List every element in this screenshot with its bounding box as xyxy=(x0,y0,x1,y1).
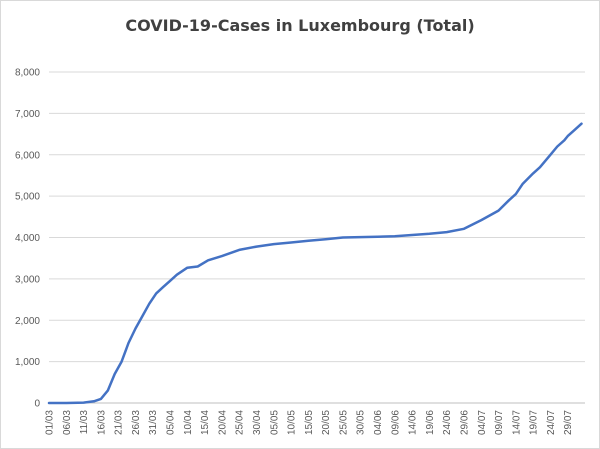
y-tick-label: 2,000 xyxy=(15,316,40,327)
x-tick-label: 04/07 xyxy=(477,410,488,435)
x-tick-label: 30/04 xyxy=(252,410,263,435)
x-tick-label: 24/07 xyxy=(546,410,557,435)
x-tick-label: 24/06 xyxy=(442,410,453,435)
x-tick-label: 25/04 xyxy=(235,410,246,435)
y-tick-label: 5,000 xyxy=(15,192,40,203)
x-tick-label: 19/06 xyxy=(425,410,436,435)
x-tick-label: 19/07 xyxy=(529,410,540,435)
x-tick-label: 15/05 xyxy=(304,410,315,435)
series-line-total-cases xyxy=(47,122,583,405)
x-tick-label: 31/03 xyxy=(148,410,159,435)
x-tick-label: 30/05 xyxy=(356,410,367,435)
chart-title: COVID-19-Cases in Luxembourg (Total) xyxy=(125,16,475,35)
x-tick-label: 04/06 xyxy=(373,410,384,435)
x-tick-label: 16/03 xyxy=(96,410,107,435)
x-tick-label: 15/04 xyxy=(200,410,211,435)
x-tick-label: 29/06 xyxy=(460,410,471,435)
y-tick-label: 6,000 xyxy=(15,150,40,161)
y-tick-label: 0 xyxy=(34,399,40,410)
x-tick-label: 20/05 xyxy=(321,410,332,435)
y-tick-label: 7,000 xyxy=(15,109,40,120)
x-tick-label: 25/05 xyxy=(338,410,349,435)
y-tick-label: 8,000 xyxy=(15,68,40,79)
x-tick-label: 29/07 xyxy=(563,410,574,435)
x-tick-label: 06/03 xyxy=(62,410,73,435)
x-tick-label: 20/04 xyxy=(217,410,228,435)
x-tick-label: 14/07 xyxy=(511,410,522,435)
y-tick-label: 3,000 xyxy=(15,274,40,285)
x-tick-label: 26/03 xyxy=(131,410,142,435)
x-tick-label: 01/03 xyxy=(45,410,56,435)
x-tick-label: 09/07 xyxy=(494,410,505,435)
y-tick-label: 4,000 xyxy=(15,233,40,244)
x-tick-label: 09/06 xyxy=(390,410,401,435)
x-tick-label: 05/04 xyxy=(166,410,177,435)
x-tick-label: 10/04 xyxy=(183,410,194,435)
x-tick-label: 05/05 xyxy=(269,410,280,435)
x-tick-label: 14/06 xyxy=(408,410,419,435)
x-tick-label: 10/05 xyxy=(287,410,298,435)
y-tick-label: 1,000 xyxy=(15,357,40,368)
x-tick-label: 11/03 xyxy=(79,410,90,435)
x-tick-label: 21/03 xyxy=(114,410,125,435)
